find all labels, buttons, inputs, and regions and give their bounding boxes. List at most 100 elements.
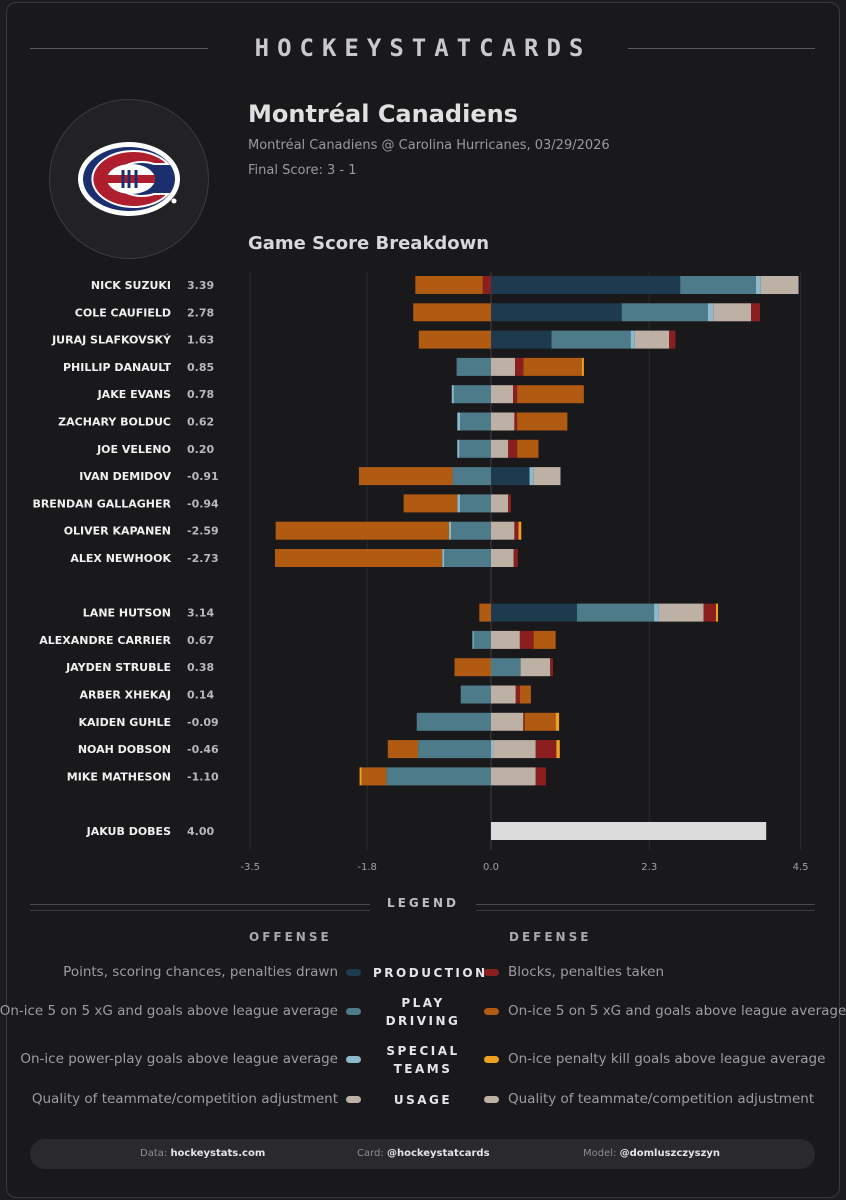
player-name: NICK SUZUKI <box>91 279 171 292</box>
bar-segment-special-teams-off <box>451 385 454 404</box>
legend-defense-swatch <box>484 1056 499 1063</box>
x-tick-label: -3.5 <box>240 862 260 873</box>
player-name: LANE HUTSON <box>83 607 171 620</box>
bar-segment-play-driving-def <box>361 767 387 786</box>
legend-defense-desc: Quality of teammate/competition adjustme… <box>508 1091 815 1107</box>
bar-segment-usage-off <box>491 685 516 704</box>
bar-segment-play-driving-off <box>452 467 491 486</box>
bar-segment-play-driving-def <box>523 357 582 376</box>
player-score: -2.59 <box>187 525 219 538</box>
final-score: Final Score: 3 - 1 <box>248 163 357 178</box>
player-score: 3.14 <box>187 607 214 620</box>
bar-segment-production-off <box>491 276 681 294</box>
bar-segment-play-driving-off <box>456 357 491 376</box>
bar-segment-play-driving-def <box>524 712 556 731</box>
legend-divider-left <box>30 904 370 905</box>
bar-segment-special-teams-off <box>755 276 761 294</box>
legend-divider-left-2 <box>30 910 370 911</box>
player-score: -2.73 <box>187 552 219 565</box>
bar-segment-usage-off <box>658 603 704 622</box>
footer-card-link[interactable]: @hockeystatcards <box>386 1148 490 1159</box>
bar-segment-play-driving-def <box>418 330 491 349</box>
bar-segment-play-driving-off <box>491 658 521 677</box>
legend-title: LEGEND <box>387 896 459 910</box>
footer-model-link[interactable]: @domluszczyszyn <box>619 1148 721 1159</box>
bar-segment-production-off <box>491 330 552 349</box>
x-tick-label: 0.0 <box>483 862 499 873</box>
bar-segment-usage-off <box>491 357 516 376</box>
legend-defense-desc: On-ice 5 on 5 xG and goals above league … <box>508 1003 846 1019</box>
player-name: IVAN DEMIDOV <box>79 470 171 483</box>
bar-segment-special-teams-def <box>359 767 362 786</box>
bar-segment-play-driving-off <box>386 767 491 786</box>
bar-segment-play-driving-off <box>621 303 708 322</box>
legend-defense-desc: Blocks, penalties taken <box>508 964 665 980</box>
legend-defense-swatch <box>484 1008 499 1015</box>
bar-segment-goalie <box>491 822 767 840</box>
bar-segment-usage-off <box>491 630 520 649</box>
bar-segment-special-teams-off <box>457 412 461 431</box>
legend-offense-header: OFFENSE <box>249 930 332 944</box>
player-name: BRENDAN GALLAGHER <box>32 497 171 510</box>
player-score: 0.62 <box>187 416 214 429</box>
bar-segment-production-def <box>669 330 676 349</box>
bar-segment-play-driving-off <box>680 276 756 294</box>
bar-segment-production-def <box>515 685 520 704</box>
bar-segment-special-teams-def <box>581 357 584 376</box>
player-name: JAYDEN STRUBLE <box>65 661 171 674</box>
x-tick-label: 4.5 <box>793 862 809 873</box>
x-tick-label: 2.3 <box>641 862 657 873</box>
legend-offense-swatch <box>346 1056 361 1063</box>
player-name: JAKUB DOBES <box>86 825 171 838</box>
bar-segment-production-def <box>535 767 547 786</box>
team-logo <box>49 99 209 259</box>
bar-segment-special-teams-off <box>449 521 452 540</box>
player-score: 2.78 <box>187 306 214 319</box>
bar-segment-play-driving-off <box>416 712 491 731</box>
bar-segment-play-driving-off <box>460 685 491 704</box>
bar-segment-special-teams-off <box>529 467 534 486</box>
bar-segment-play-driving-off <box>577 603 655 622</box>
player-name: KAIDEN GUHLE <box>78 716 171 729</box>
legend-offense-desc: Points, scoring chances, penalties drawn <box>63 964 338 980</box>
bar-segment-play-driving-def <box>454 658 491 677</box>
bar-segment-usage-off <box>491 521 515 540</box>
player-score: 0.85 <box>187 361 214 374</box>
player-score: 0.38 <box>187 661 214 674</box>
player-name: ARBER XHEKAJ <box>79 689 171 702</box>
legend-defense-header: DEFENSE <box>509 930 592 944</box>
legend-offense-swatch <box>346 1008 361 1015</box>
player-score: 4.00 <box>187 825 214 838</box>
bar-segment-special-teams-off <box>472 630 474 649</box>
bar-segment-usage-off <box>520 658 551 677</box>
player-name: NOAH DOBSON <box>78 743 171 756</box>
bar-segment-special-teams-def <box>555 712 560 731</box>
bar-segment-production-def <box>508 494 511 513</box>
team-name: Montréal Canadiens <box>248 100 518 128</box>
player-score: -0.91 <box>187 470 219 483</box>
bar-segment-play-driving-off <box>444 549 491 567</box>
bar-segment-production-def <box>514 412 518 431</box>
footer-data-link[interactable]: hockeystats.com <box>170 1148 266 1159</box>
legend-divider-right <box>476 904 815 905</box>
bar-segment-usage-off <box>491 439 509 458</box>
bar-segment-special-teams-def <box>556 740 560 759</box>
bar-segment-special-teams-def <box>518 521 522 540</box>
legend-category-label: PRODUCTION <box>373 966 488 980</box>
canadiens-logo-icon <box>78 142 180 216</box>
bar-segment-play-driving-def <box>517 412 568 431</box>
bar-segment-special-teams-off <box>707 303 714 322</box>
player-name: ZACHARY BOLDUC <box>58 416 171 429</box>
bar-segment-production-def <box>514 521 519 540</box>
bar-segment-play-driving-def <box>533 630 556 649</box>
bar-segment-special-teams-off <box>457 439 460 458</box>
bar-segment-play-driving-def <box>519 685 531 704</box>
bar-segment-special-teams-off <box>442 549 445 567</box>
legend-defense-swatch <box>484 969 499 976</box>
player-name: JOE VELENO <box>96 443 171 456</box>
bar-segment-production-def <box>513 385 518 404</box>
bar-segment-special-teams-off <box>491 740 494 759</box>
bar-segment-play-driving-def <box>415 276 483 294</box>
bar-segment-play-driving-def <box>403 494 458 513</box>
footer-card: Card: @hockeystatcards <box>357 1148 490 1159</box>
